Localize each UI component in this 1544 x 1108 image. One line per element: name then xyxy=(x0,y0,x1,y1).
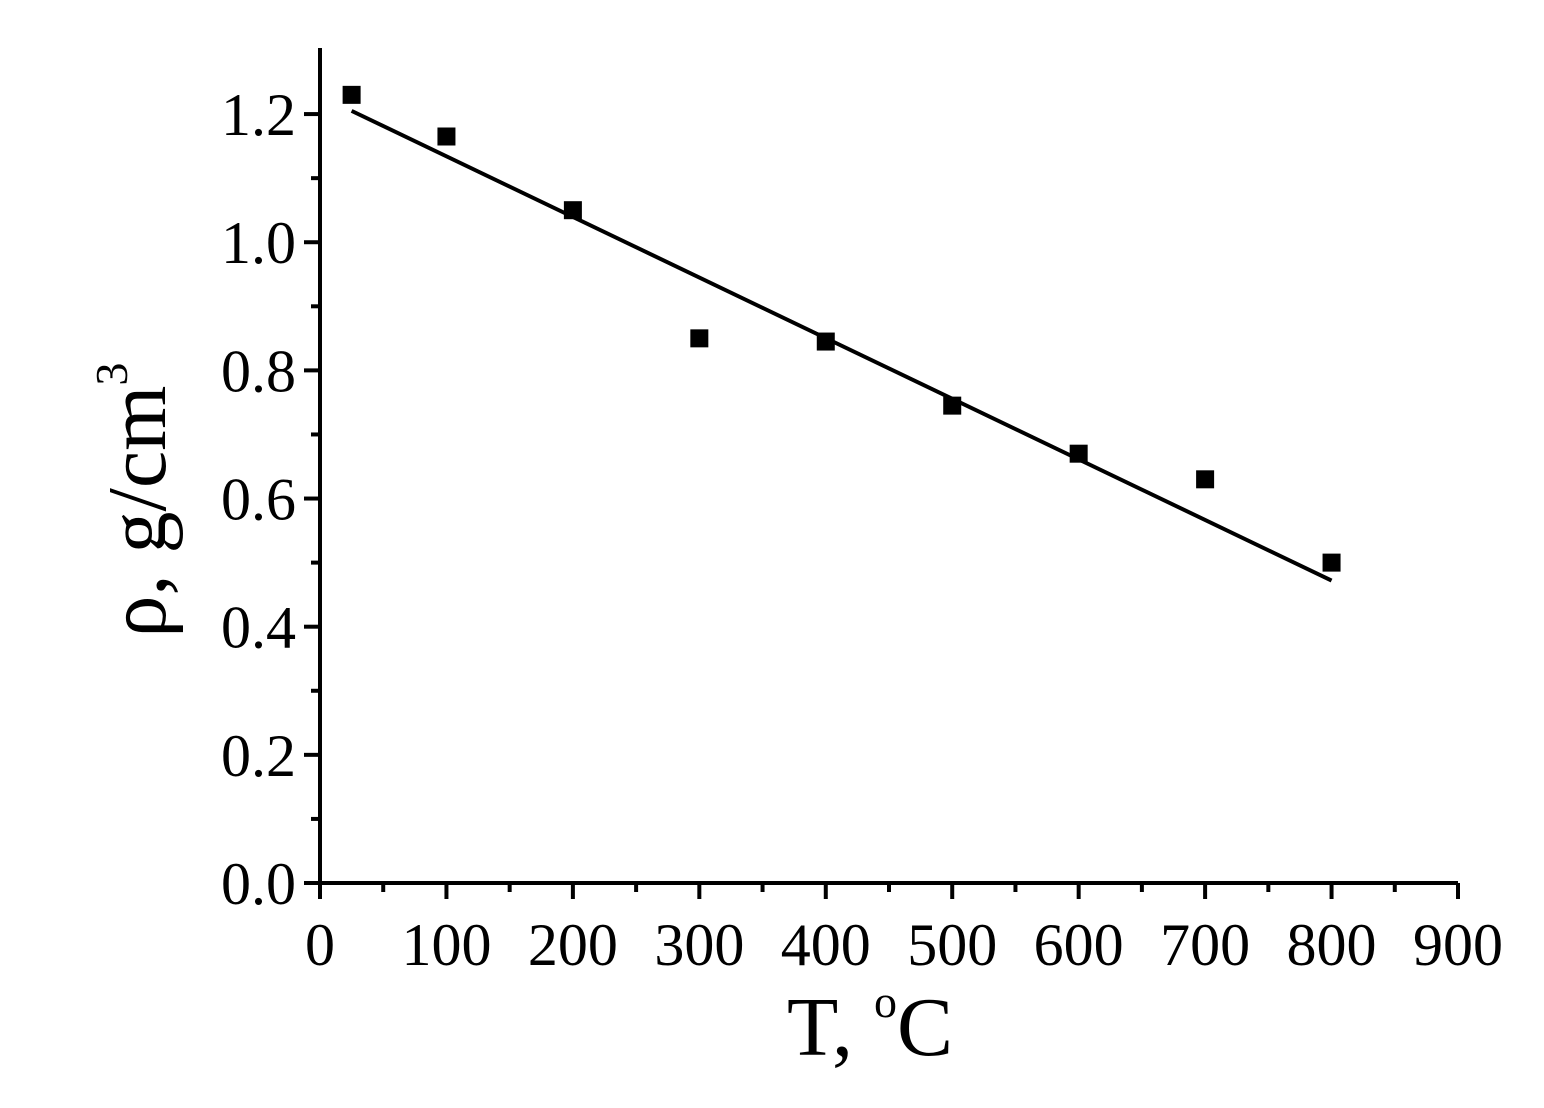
x-tick-label: 600 xyxy=(1034,912,1124,978)
x-axis-title-main: T, xyxy=(787,981,874,1074)
x-tick-label: 400 xyxy=(781,912,871,978)
x-tick-label: 500 xyxy=(907,912,997,978)
x-tick-label: 300 xyxy=(654,912,744,978)
y-axis-ticks: 0.0 0.2 0.4 0.6 0.8 1.0 1.2 xyxy=(221,82,320,917)
x-axis-title-superscript: o xyxy=(874,976,897,1027)
y-tick-label: 0.6 xyxy=(221,467,296,533)
x-tick-label: 700 xyxy=(1160,912,1250,978)
data-point xyxy=(342,85,361,104)
x-tick-label: 100 xyxy=(401,912,491,978)
y-axis-title-main: ρ, g/cm xyxy=(91,386,184,638)
x-axis-title-end: C xyxy=(897,981,953,1074)
y-tick-label: 0.0 xyxy=(221,851,296,917)
data-point xyxy=(437,127,456,146)
x-tick-label: 0 xyxy=(305,912,335,978)
y-tick-label: 0.4 xyxy=(221,595,296,661)
data-point xyxy=(1196,470,1215,489)
x-tick-label: 800 xyxy=(1287,912,1377,978)
data-point xyxy=(816,332,835,351)
y-axis-title-superscript: 3 xyxy=(86,363,137,386)
data-point xyxy=(690,329,709,348)
linear-fit-line xyxy=(350,109,1333,583)
data-point xyxy=(1322,553,1341,572)
fit-line-group xyxy=(350,109,1333,583)
y-tick-label: 1.2 xyxy=(221,82,296,148)
data-point xyxy=(1069,444,1088,463)
x-axis-title: T, oC xyxy=(787,976,953,1074)
data-point xyxy=(943,396,962,415)
data-points xyxy=(342,85,1341,572)
y-tick-label: 0.8 xyxy=(221,338,296,404)
y-tick-label: 1.0 xyxy=(221,210,296,276)
x-tick-label: 900 xyxy=(1413,912,1503,978)
x-axis-ticks: 0 100 200 300 400 500 600 700 800 900 xyxy=(305,883,1503,978)
y-tick-label: 0.2 xyxy=(221,723,296,789)
y-axis-title: ρ, g/cm3 xyxy=(86,363,184,638)
x-tick-label: 200 xyxy=(528,912,618,978)
data-point xyxy=(563,201,582,220)
